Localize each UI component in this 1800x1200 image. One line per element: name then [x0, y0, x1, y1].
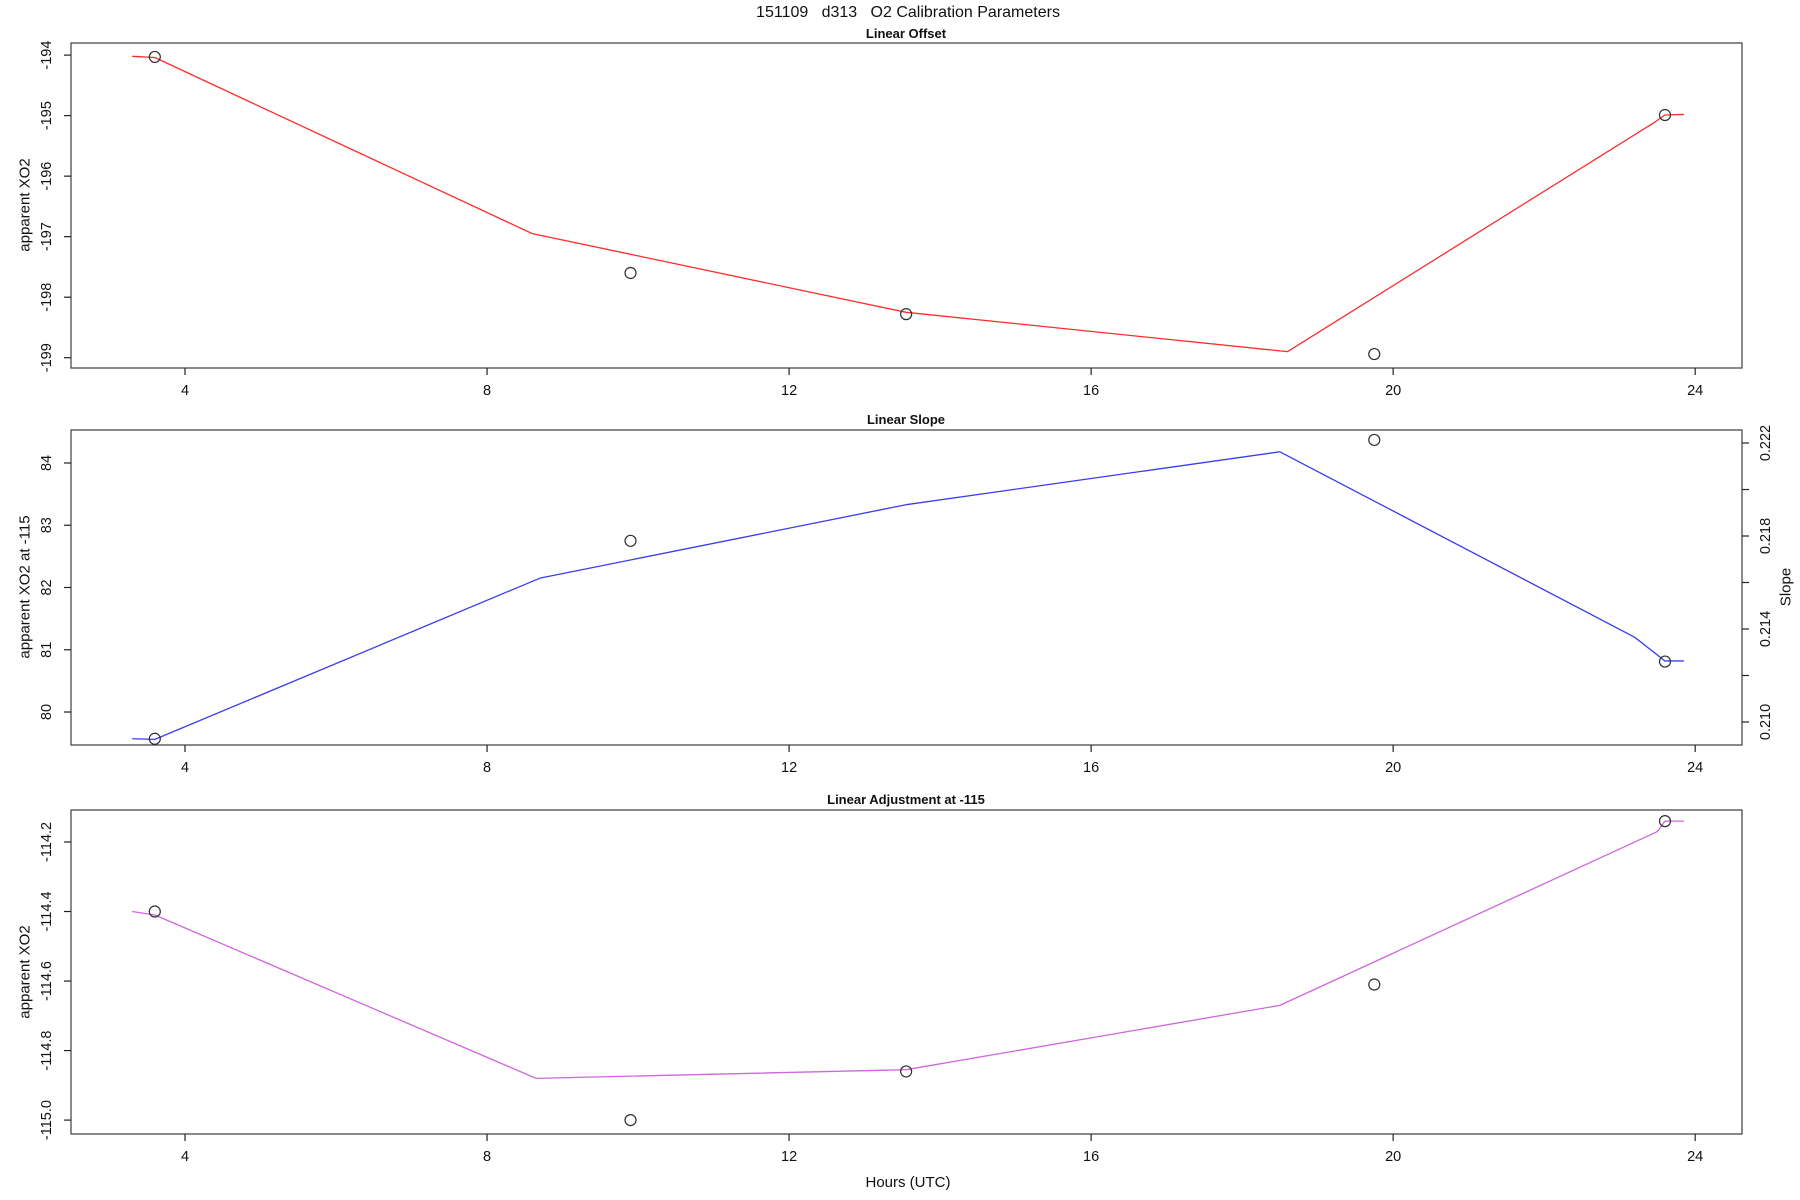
data-point — [1368, 433, 1381, 447]
panel-box — [70, 42, 1743, 369]
x-tick-label: 12 — [781, 383, 797, 399]
panel-title-linear-adjustment: Linear Adjustment at -115 — [827, 792, 985, 807]
y-tick-label: -198 — [39, 283, 55, 312]
y-tick-label: -114.4 — [39, 891, 55, 931]
y-tick-label: -115.0 — [39, 1100, 55, 1140]
data-point — [148, 732, 161, 745]
y-tick-label: 84 — [39, 455, 55, 471]
data-point — [1368, 347, 1381, 361]
x-tick-label: 4 — [181, 1149, 189, 1165]
y-tick-label: 80 — [39, 704, 55, 720]
y-tick-label: 81 — [39, 642, 55, 658]
y2-axis-label-slope: Slope — [1777, 567, 1795, 607]
data-point — [624, 1113, 637, 1127]
y-axis-label-panel3: apparent XO2 — [16, 925, 34, 1019]
data-point — [1658, 815, 1672, 828]
fit-line — [132, 451, 1684, 741]
panel-title-linear-offset: Linear Offset — [865, 26, 947, 41]
y-tick-label: -197 — [39, 222, 55, 251]
x-tick-label: 24 — [1687, 760, 1703, 776]
y2-tick-label: 0.210 — [1758, 704, 1774, 740]
y-tick-label: -114.8 — [39, 1031, 55, 1071]
data-point — [148, 50, 161, 64]
y-tick-label: -199 — [39, 343, 55, 372]
x-tick-label: 8 — [483, 1149, 491, 1165]
panel-linear-adjustment-at-115: 4 8 12 16 20 24 -114.2 -114.4 -114.6 -114.8 -115.0 — [39, 809, 1743, 1165]
y2-tick-label: 0.218 — [1758, 518, 1774, 554]
figure-title: 151109 d313 O2 Calibration Parameters — [756, 4, 1060, 21]
x-tick-label: 20 — [1385, 383, 1401, 399]
panel-box — [70, 429, 1743, 746]
data-point — [148, 905, 161, 918]
y-tick-label: -194 — [39, 41, 55, 70]
x-tick-label: 16 — [1083, 760, 1099, 776]
x-tick-label: 8 — [483, 760, 491, 776]
x-tick-label: 4 — [181, 760, 189, 776]
fit-line — [132, 820, 1684, 1080]
data-point — [1368, 978, 1381, 991]
y-tick-label: -114.2 — [39, 822, 55, 862]
data-point — [900, 308, 913, 321]
y-tick-label: 83 — [39, 517, 55, 533]
x-tick-label: 16 — [1083, 1149, 1099, 1165]
x-tick-label: 12 — [781, 1149, 797, 1165]
fit-line — [132, 55, 1684, 353]
panel-title-linear-slope: Linear Slope — [866, 412, 946, 427]
x-tick-label: 16 — [1083, 383, 1099, 399]
y-axis-label-panel1: apparent XO2 — [16, 158, 34, 252]
data-point — [624, 266, 637, 280]
panel-box — [70, 809, 1743, 1135]
data-point — [1658, 655, 1672, 668]
x-tick-label: 12 — [781, 760, 797, 776]
x-tick-label: 8 — [483, 383, 491, 399]
panel-linear-slope: 4 8 12 16 20 24 80 81 82 83 84 0.210 0.214 0.218 0.222 — [39, 425, 1774, 776]
x-tick-label: 20 — [1385, 1149, 1401, 1165]
x-axis-label: Hours (UTC) — [865, 1174, 951, 1191]
data-point — [1658, 108, 1672, 122]
y-tick-label: -195 — [39, 101, 55, 130]
x-tick-label: 4 — [181, 383, 189, 399]
y2-tick-label: 0.214 — [1758, 611, 1774, 647]
y-tick-label: -114.6 — [39, 961, 55, 1001]
data-point — [900, 1065, 913, 1078]
y2-tick-label: 0.222 — [1758, 425, 1774, 461]
data-point — [624, 534, 637, 547]
y-tick-label: 82 — [39, 579, 55, 595]
y-axis-label-panel2: apparent XO2 at -115 — [16, 515, 34, 659]
x-tick-label: 24 — [1687, 1149, 1703, 1165]
panel-linear-offset: 4 8 12 16 20 24 -194 -195 -196 -197 -198 -199 — [39, 41, 1743, 399]
x-tick-label: 20 — [1385, 760, 1401, 776]
x-tick-label: 24 — [1687, 383, 1703, 399]
y-tick-label: -196 — [39, 162, 55, 191]
